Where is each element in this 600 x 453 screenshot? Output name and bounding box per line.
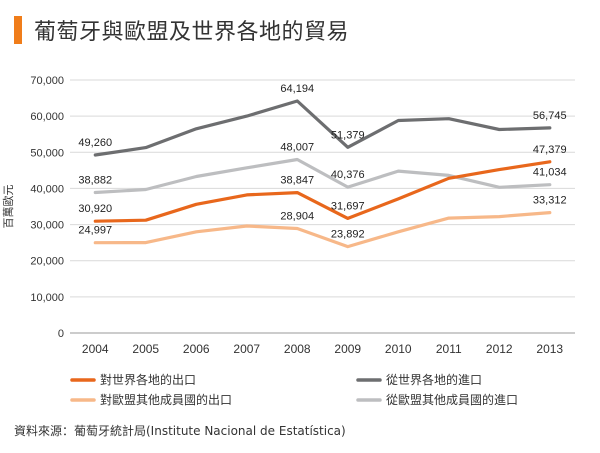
x-tick-label: 2007 — [233, 342, 260, 356]
y-axis-label: 百萬歐元 — [1, 185, 15, 229]
x-tick-label: 2004 — [82, 342, 109, 356]
data-label: 64,194 — [280, 83, 314, 95]
data-label-layer: 49,260 64,194 51,379 56,745 38,882 48,007 40,3… — [78, 83, 566, 241]
data-label: 30,920 — [78, 203, 112, 215]
data-label: 56,745 — [533, 110, 567, 122]
x-tick-label: 2009 — [334, 342, 361, 356]
data-label: 38,847 — [280, 175, 314, 187]
data-label: 31,697 — [331, 200, 365, 212]
y-tick-label: 0 — [58, 328, 64, 340]
data-label: 28,904 — [280, 211, 314, 223]
series-line — [93, 211, 552, 249]
x-tick-label: 2005 — [132, 342, 159, 356]
legend-label: 對世界各地的出口 — [100, 372, 196, 387]
y-tick-label: 70,000 — [30, 75, 64, 87]
data-label: 40,376 — [331, 169, 365, 181]
series-line — [93, 99, 552, 157]
legend-label: 從歐盟其他成員國的進口 — [386, 392, 518, 407]
series-line — [93, 160, 552, 223]
x-tick-label: 2008 — [284, 342, 311, 356]
data-label: 48,007 — [280, 141, 314, 153]
y-tick-label: 20,000 — [30, 256, 64, 268]
page-title: 葡萄牙與歐盟及世界各地的貿易 — [34, 20, 350, 45]
series-line — [93, 157, 552, 195]
line-chart: 0 10,000 20,000 30,000 40,000 50,000 60,000 70,… — [1, 75, 575, 407]
x-tick-label: 2006 — [183, 342, 210, 356]
x-tick-label: 2011 — [436, 342, 462, 356]
x-tick-label: 2010 — [385, 342, 412, 356]
data-label: 33,312 — [533, 195, 567, 207]
data-label: 41,034 — [533, 167, 567, 179]
data-label: 47,379 — [533, 144, 567, 156]
y-tick-label: 30,000 — [30, 220, 64, 232]
data-label: 23,892 — [331, 229, 365, 241]
x-tick-label: 2012 — [486, 342, 513, 356]
axis-layer: 0 10,000 20,000 30,000 40,000 50,000 60,000 70,… — [1, 75, 563, 356]
legend-label: 從世界各地的進口 — [386, 372, 482, 387]
data-label: 49,260 — [78, 137, 112, 149]
y-tick-label: 50,000 — [30, 147, 64, 159]
y-tick-label: 40,000 — [30, 183, 64, 195]
legend-label: 對歐盟其他成員國的出口 — [100, 392, 232, 407]
x-tick-label: 2013 — [536, 342, 563, 356]
y-tick-label: 60,000 — [30, 111, 64, 123]
data-label: 24,997 — [78, 225, 112, 237]
source-note: 資料來源：葡萄牙統計局(Institute Nacional de Estatí… — [14, 424, 346, 438]
y-tick-label: 10,000 — [30, 292, 64, 304]
data-label: 51,379 — [331, 129, 365, 141]
data-label: 38,882 — [78, 174, 112, 186]
title-accent-bar — [14, 16, 22, 44]
series-layer — [93, 99, 552, 249]
